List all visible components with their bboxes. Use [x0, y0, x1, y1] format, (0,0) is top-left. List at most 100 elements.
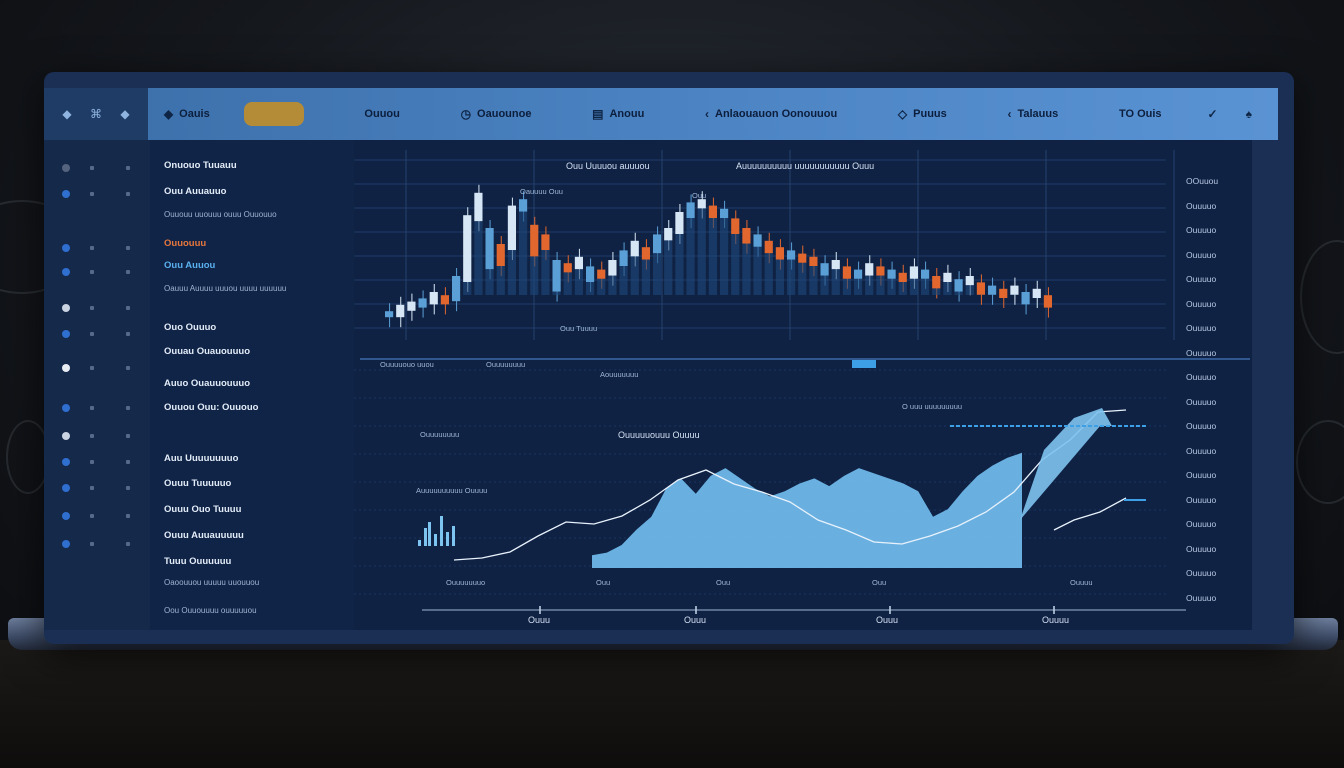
left-panel-item[interactable]: Ouu Auuauuo — [164, 186, 227, 197]
sidebar-marker — [126, 332, 130, 336]
left-panel-item[interactable]: Tuuu Ouuuuuu — [164, 556, 232, 567]
highlight-pill[interactable] — [243, 102, 304, 126]
candlestick — [1010, 285, 1019, 295]
sidebar-status-dot[interactable] — [62, 164, 70, 172]
candlestick — [463, 215, 472, 282]
lower-chart-label: Aouuuuuuu — [600, 370, 639, 379]
candlestick — [686, 202, 695, 218]
candle-volume — [943, 282, 952, 295]
nav-item-anlaouauon[interactable]: ‹ Anlaouauon Oonouuou — [705, 107, 837, 121]
sidebar-marker — [126, 434, 130, 438]
x-small-label: Ouu — [872, 578, 887, 587]
right-axis-label: Ouuuuo — [1186, 396, 1217, 407]
left-panel-item[interactable]: Oauuu Auuuu uuuou uuuu uuuuuu — [164, 284, 287, 293]
candle-volume — [675, 234, 684, 295]
sidebar-marker — [90, 366, 94, 370]
diamond-icon[interactable]: ◆ — [120, 107, 130, 121]
left-panel-item[interactable]: Ouuu Ouo Tuuuu — [164, 504, 242, 515]
left-panel-item[interactable]: Onuouo Tuuauu — [164, 160, 237, 171]
candlestick — [831, 260, 840, 270]
right-axis-label: Ouuuuo — [1186, 225, 1217, 235]
left-panel-item[interactable]: Ouo Ouuuo — [164, 322, 217, 333]
sidebar-status-dot[interactable] — [62, 304, 70, 312]
nav-label: Anouu — [609, 108, 645, 120]
left-panel-item[interactable]: Auu Uuuuuuuuo — [164, 453, 239, 464]
sidebar-status-dot[interactable] — [62, 190, 70, 198]
nav-item-ouuou[interactable]: Ouuou — [364, 108, 399, 120]
left-panel-item[interactable]: Ouuouu uuouuu ouuu Ouuouuo — [164, 210, 277, 219]
left-panel-item[interactable]: Auuo Ouauuouuuo — [164, 378, 251, 389]
left-panel-item[interactable]: Ouuau Ouauouuuo — [164, 346, 251, 357]
sidebar-status-dot[interactable] — [62, 484, 70, 492]
left-panel-item[interactable]: Ouuouuu — [164, 238, 207, 249]
left-panel-item[interactable]: Oou Ouuouuuu ouuuuuou — [164, 606, 257, 615]
sidebar-status-dot[interactable] — [62, 540, 70, 548]
right-axis-label: Ouuuuo — [1186, 568, 1217, 578]
candle-volume — [541, 250, 550, 295]
legend-chip — [852, 360, 876, 368]
diamond-icon[interactable]: ◆ — [62, 107, 72, 121]
left-panel-item[interactable]: Ouuou Ouu: Ouuouo — [164, 402, 259, 413]
diamond-icon: ◆ — [163, 107, 174, 121]
mini-bar — [428, 522, 431, 546]
sidebar-status-dot[interactable] — [62, 512, 70, 520]
candlestick — [708, 205, 717, 218]
left-panel-item[interactable]: Ouuu Tuuuuuo — [164, 478, 232, 489]
chart-legend-label: Ouu Uuuuou auuuou — [566, 161, 650, 171]
right-axis-label: Ouuuuo — [1186, 200, 1217, 211]
trend-line-right — [1053, 497, 1127, 531]
right-axis-label: Ouuuuo — [1186, 298, 1217, 309]
candle-volume — [831, 269, 840, 295]
right-axis-label: Ouuuuo — [1186, 249, 1217, 260]
mini-bar — [424, 528, 427, 546]
sidebar-marker — [90, 486, 94, 490]
nav-item-oauounoe[interactable]: ◷ Oauounoe — [461, 107, 532, 121]
candlestick — [753, 234, 762, 247]
x-small-label: Ouu — [596, 578, 611, 587]
nav-item-oauis[interactable]: ◆ Oauis — [164, 102, 304, 126]
candlestick — [653, 234, 662, 254]
bolt-icon[interactable]: ⌘ — [89, 107, 102, 121]
check-icon[interactable]: ✓ — [1207, 107, 1218, 121]
nav-label: Oauis — [179, 108, 210, 120]
candlestick — [541, 234, 550, 250]
x-small-label: Ouuuu — [1070, 578, 1093, 587]
candle-volume — [798, 262, 807, 295]
candle-volume — [563, 272, 572, 295]
sidebar-status-dot[interactable] — [62, 404, 70, 412]
chart-svg — [354, 150, 1250, 614]
left-panel-item[interactable]: Oaoouuou uuuuu uuouuou — [164, 578, 260, 587]
sidebar-status-dot[interactable] — [62, 432, 70, 440]
candle-volume — [463, 282, 472, 295]
candlestick — [407, 301, 416, 311]
sidebar-status-dot[interactable] — [62, 244, 70, 252]
candle-volume — [787, 259, 796, 295]
chart-icon: ▤ — [592, 107, 604, 121]
left-panel-item[interactable]: Ouuu Auuauuuuu — [164, 530, 244, 541]
candlestick — [764, 240, 773, 254]
nav-item-to-ouis[interactable]: TO Ouis ✓ ♠ — [1119, 107, 1252, 121]
lower-chart-label: O uuu uuuuuuuuu — [902, 402, 963, 411]
candle-volume — [742, 243, 751, 295]
background-swirl — [1296, 420, 1344, 504]
candlestick — [999, 288, 1008, 298]
sidebar-status-dot[interactable] — [62, 330, 70, 338]
sidebar-status-dot[interactable] — [62, 458, 70, 466]
lower-chart-label: Auuuuuuuuuu Ouuuu — [416, 486, 488, 495]
candlestick — [418, 298, 427, 308]
candlestick — [976, 282, 985, 295]
candlestick — [798, 253, 807, 263]
nav-item-puuus[interactable]: ◇ Puuus — [898, 107, 947, 121]
left-panel-item[interactable]: Ouu Auuou — [164, 260, 216, 271]
sidebar-status-dot[interactable] — [62, 268, 70, 276]
bell-icon[interactable]: ♠ — [1245, 107, 1252, 121]
right-axis-label: Ouuuuo — [1186, 543, 1217, 554]
candle-volume — [820, 275, 829, 295]
nav-item-anouu[interactable]: ▤ Anouu — [592, 107, 644, 121]
nav-item-talauus[interactable]: ‹ Talauus — [1007, 107, 1058, 121]
candle-volume — [876, 275, 885, 295]
chart-subtitle: Auuuuuuuuuu uuuuuuuuuuu Ouuu — [736, 161, 875, 171]
sidebar-status-dot[interactable] — [62, 364, 70, 372]
candlestick — [943, 272, 952, 282]
candlestick — [787, 250, 796, 260]
